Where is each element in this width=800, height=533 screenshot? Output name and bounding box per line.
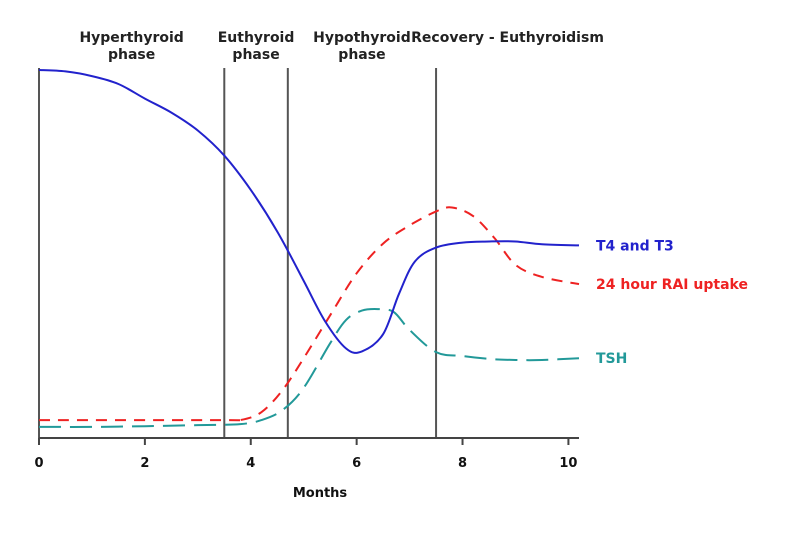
phase-label-line: Recovery - Euthyroidism (411, 30, 604, 46)
legend-tsh: TSH (596, 351, 627, 367)
phase-label-line: phase (232, 47, 279, 63)
phase-label: Hyperthyroid phase (79, 30, 183, 63)
x-tick-label: 2 (140, 456, 149, 471)
x-tick-label: 6 (352, 456, 361, 471)
x-ticks: 0 2 4 6 8 10 (34, 438, 577, 471)
series-tsh-line (38, 307, 580, 428)
x-tick-label: 10 (559, 456, 577, 471)
series-lines (38, 69, 580, 428)
phase-label-line: Hypothyroid (313, 30, 411, 46)
phase-label: Euthyroid phase (218, 30, 295, 63)
x-axis-label: Months (293, 486, 348, 501)
phase-label-line: Euthyroid (218, 30, 295, 46)
phase-label-line: phase (108, 47, 155, 63)
phase-label-line: Hyperthyroid (79, 30, 183, 46)
x-tick-label: 4 (246, 456, 255, 471)
legend: T4 and T3 24 hour RAI uptake TSH (596, 238, 748, 367)
phase-label: Recovery - Euthyroidism (411, 30, 604, 46)
series-rai-uptake-line (39, 206, 580, 422)
x-tick-label: 0 (34, 456, 43, 471)
legend-t4-t3: T4 and T3 (596, 238, 674, 254)
series-t4-t3-line (38, 69, 580, 354)
phase-dividers (38, 68, 438, 438)
x-tick-label: 8 (458, 456, 467, 471)
legend-rai-uptake: 24 hour RAI uptake (596, 277, 748, 293)
phase-label-line: phase (338, 47, 385, 63)
phase-label: Hypothyroid phase (313, 30, 411, 63)
